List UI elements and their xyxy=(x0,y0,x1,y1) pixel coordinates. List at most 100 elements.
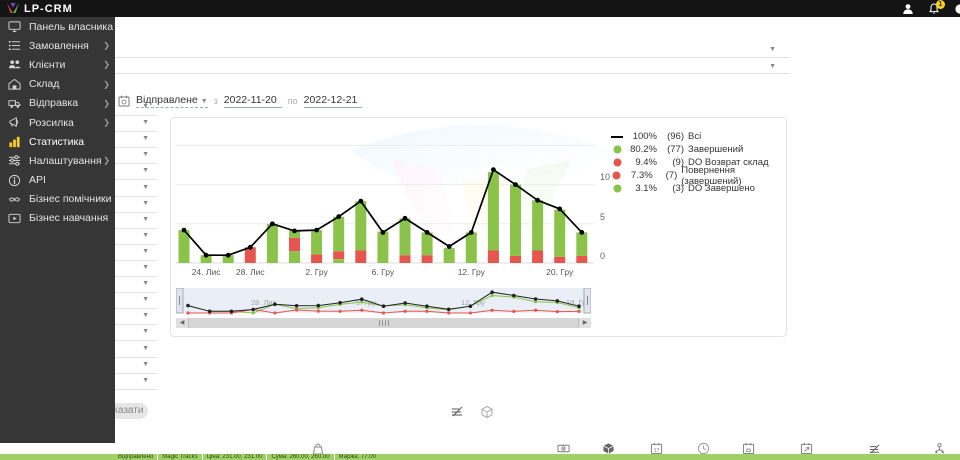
sidebar-item-label: Клієнти xyxy=(29,58,66,71)
side-filter-select[interactable]: ▼ xyxy=(115,309,157,326)
svg-text:28. Лис: 28. Лис xyxy=(251,298,277,307)
legend-label: Повернення (завершений) xyxy=(681,164,742,187)
sidebar-item-orders[interactable]: Замовлення ❯ xyxy=(0,36,115,55)
sidebar-item-label: Замовлення xyxy=(29,39,89,52)
cut-off-icon[interactable] xyxy=(954,3,960,15)
svg-text:28. Лис: 28. Лис xyxy=(236,267,266,277)
brand-text: LP-CRM xyxy=(24,2,73,15)
side-filter-select[interactable]: ▼ xyxy=(115,213,157,229)
sidebar: Панель власника Замовлення ❯ Клієнти ❯ Склад ❯… xyxy=(0,17,115,443)
scrollbar-grip-icon xyxy=(378,320,389,326)
legend-item[interactable]: 7.3% (7) Повернення (завершений) xyxy=(611,165,786,187)
side-filter-select[interactable]: ▼ xyxy=(115,277,157,294)
chart-navigator[interactable]: 28. Лис 5. Гру 12. Гру 19. Гру xyxy=(176,288,591,316)
sidebar-item-warehouse[interactable]: Склад ❯ xyxy=(0,75,115,94)
side-filter-select[interactable]: ▼ xyxy=(115,100,157,116)
chevron-right-icon: ❯ xyxy=(103,98,110,108)
legend-item[interactable]: 80.2% (77) Завершений xyxy=(611,143,786,156)
top-bar: LP-CRM 1 xyxy=(0,0,960,17)
sidebar-item-label: API xyxy=(29,174,46,187)
table-cell: Маржа: 77.00 xyxy=(338,454,376,460)
sidebar-item-shipping[interactable]: Відправка ❯ xyxy=(0,94,115,113)
y-axis-tick-5: 5 xyxy=(600,212,606,222)
brand[interactable]: LP-CRM xyxy=(6,2,73,15)
side-filter-select[interactable]: ▼ xyxy=(115,358,157,374)
side-filter-select[interactable]: ▼ xyxy=(115,181,157,197)
scrollbar-thumb[interactable] xyxy=(188,318,579,328)
legend-percent: 9.4% xyxy=(635,157,657,168)
legend-label: Всі xyxy=(688,131,702,142)
sidebar-item-helpers[interactable]: Бізнес помічники xyxy=(0,190,115,209)
legend-percent: 80.2% xyxy=(630,144,657,155)
svg-text:19. Гру: 19. Гру xyxy=(566,298,590,307)
mailing-icon xyxy=(8,116,21,129)
status-filter-select[interactable]: Відправлене ▼ xyxy=(136,94,208,108)
lp-crm-logo-icon xyxy=(7,3,19,13)
legend-item[interactable]: 100% (96) Всі xyxy=(611,130,786,143)
sidebar-item-api[interactable]: API xyxy=(0,171,115,190)
scroll-left-button[interactable]: ◀ xyxy=(176,318,188,328)
statistics-chart-card: 24. Лис 28. Лис 2. Гру 6. Гру 12. Гру 20. Гру… xyxy=(170,117,787,337)
chevron-down-icon: ▼ xyxy=(142,247,149,255)
chevron-down-icon: ▼ xyxy=(142,264,149,271)
chevron-down-icon: ▼ xyxy=(142,231,149,239)
side-filter-select[interactable]: ▼ xyxy=(115,164,157,181)
table-cell: Ціна: 231.00, 231.00 xyxy=(206,454,263,460)
cell-separator xyxy=(157,454,159,460)
chevron-down-icon: ▼ xyxy=(142,199,149,207)
side-filter-select[interactable]: ▼ xyxy=(115,261,157,277)
notification-badge: 1 xyxy=(936,0,945,9)
table-row[interactable]: Відправлено Magic Tracks Ціна: 231.00, 231… xyxy=(0,454,960,460)
side-filter-select[interactable]: ▼ xyxy=(115,132,157,149)
legend-item[interactable]: 3.1% (3) DO Завершено xyxy=(611,182,786,195)
top-select-1[interactable]: ▼ xyxy=(0,20,790,58)
scroll-right-button[interactable]: ▶ xyxy=(579,318,591,328)
list-view-icon[interactable] xyxy=(450,405,464,419)
svg-text:24. Лис: 24. Лис xyxy=(192,267,222,277)
cell-separator xyxy=(266,454,268,460)
side-filter-select[interactable]: ▼ xyxy=(115,325,157,342)
chevron-down-icon: ▼ xyxy=(142,376,149,384)
date-to-input[interactable]: 2022-12-21 xyxy=(303,94,362,108)
side-filter-select[interactable]: ▼ xyxy=(115,245,157,261)
side-filter-select[interactable]: ▼ xyxy=(115,293,157,310)
from-label: з xyxy=(213,96,218,106)
user-icon[interactable] xyxy=(902,3,914,15)
training-icon xyxy=(8,212,21,225)
side-filter-select[interactable]: ▼ xyxy=(115,197,157,213)
top-select-2[interactable]: ▼ xyxy=(0,57,790,74)
sidebar-item-label: Розсилка xyxy=(29,116,74,129)
legend-count: (96) xyxy=(667,131,684,142)
sidebar-item-stats[interactable]: Статистика xyxy=(0,132,115,151)
sidebar-item-settings[interactable]: Налаштування ❯ xyxy=(0,151,115,170)
legend-item[interactable]: 9.4% (9) DO Возврат склад xyxy=(611,156,786,169)
sidebar-item-clients[interactable]: Клієнти ❯ xyxy=(0,55,115,74)
side-filter-select[interactable]: ▼ xyxy=(115,229,157,245)
stats-icon xyxy=(8,135,21,148)
svg-text:6. Гру: 6. Гру xyxy=(372,267,395,277)
side-filter-select[interactable]: ▼ xyxy=(115,148,157,165)
date-from-input[interactable]: 2022-11-20 xyxy=(223,94,282,108)
sidebar-item-dashboard[interactable]: Панель власника xyxy=(0,17,115,36)
chevron-down-icon: ▼ xyxy=(142,360,149,368)
sidebar-item-label: Відправка xyxy=(29,97,79,110)
legend-swatch-icon xyxy=(611,158,623,167)
sidebar-item-mailing[interactable]: Розсилка ❯ xyxy=(0,113,115,132)
legend-swatch-icon xyxy=(611,184,623,193)
cell-separator xyxy=(333,454,335,460)
main-plot[interactable]: 24. Лис 28. Лис 2. Гру 6. Гру 12. Гру 20. Гру xyxy=(176,126,594,291)
legend-count: (77) xyxy=(667,144,684,155)
cube-view-icon[interactable] xyxy=(480,405,494,419)
side-filter-select[interactable]: ▼ xyxy=(115,116,157,133)
side-filter-select[interactable]: ▼ xyxy=(115,342,157,358)
legend-percent: 100% xyxy=(632,131,657,142)
sidebar-item-training[interactable]: Бізнес навчання xyxy=(0,209,115,228)
chevron-down-icon: ▼ xyxy=(142,135,149,143)
legend-percent: 3.1% xyxy=(635,183,657,194)
bell-icon[interactable]: 1 xyxy=(928,0,945,15)
chart-scrollbar[interactable]: ◀ ▶ xyxy=(176,318,591,328)
sidebar-item-label: Панель власника xyxy=(29,20,114,33)
side-filter-select[interactable]: ▼ xyxy=(115,374,157,390)
table-cell: Сума: 260.00, 260.00 xyxy=(271,454,330,460)
chevron-right-icon: ❯ xyxy=(103,41,110,51)
